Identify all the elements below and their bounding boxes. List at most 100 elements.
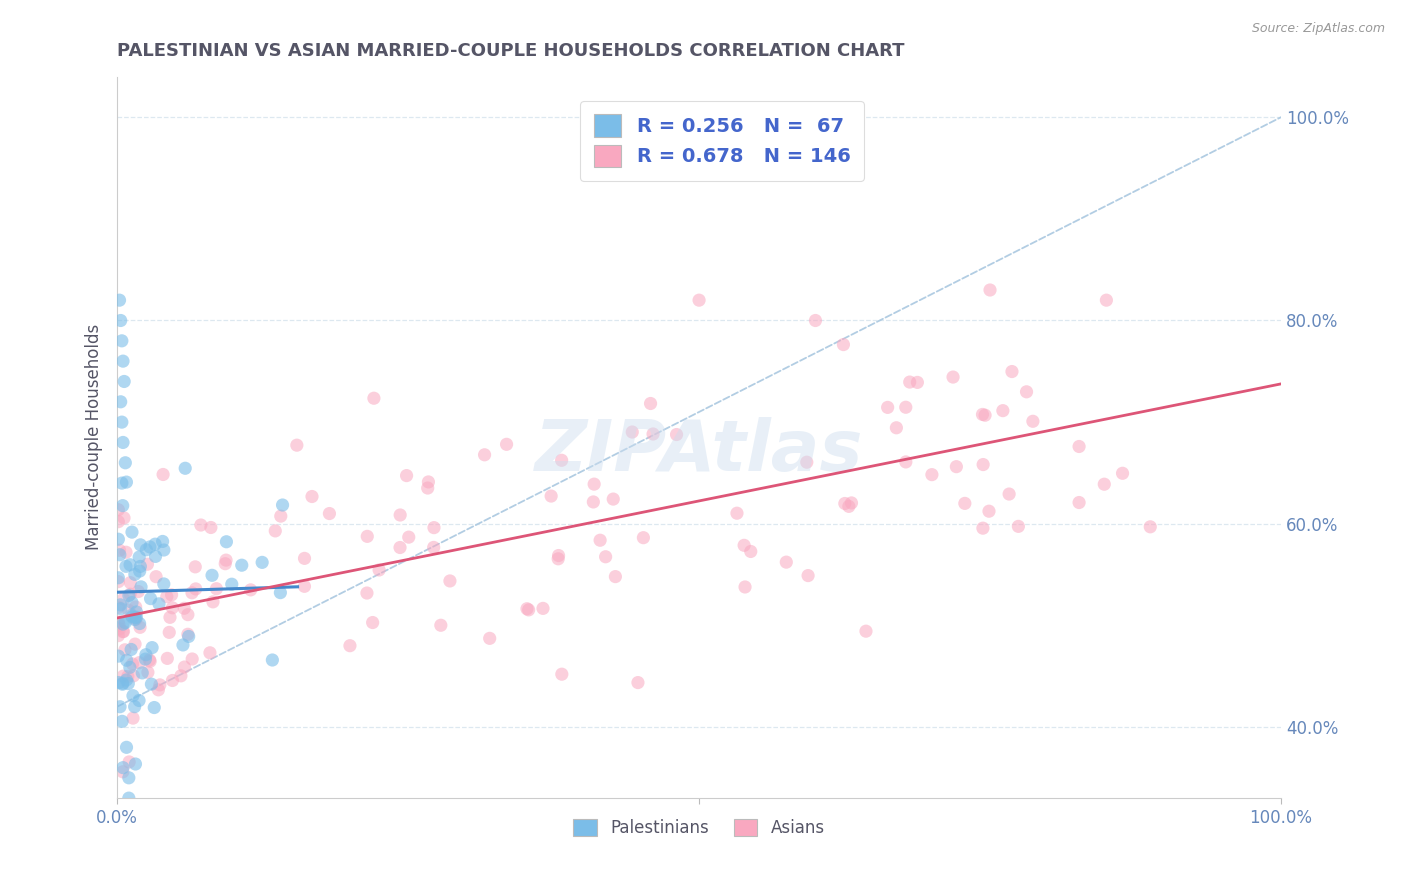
Point [775, 555, 797, 569]
Point [118, 791, 141, 805]
Point [977, 504, 1000, 518]
Point [215, 553, 238, 567]
Point [1067, 495, 1090, 509]
Text: PALESTINIAN VS ASIAN MARRIED-COUPLE HOUSEHOLDS CORRELATION CHART: PALESTINIAN VS ASIAN MARRIED-COUPLE HOUS… [117, 42, 904, 60]
Point [118, 755, 141, 769]
Point [1022, 414, 1045, 428]
Point [121, 608, 143, 623]
Point [200, 520, 222, 534]
Point [181, 652, 204, 666]
Point [177, 607, 200, 622]
Point [107, 502, 129, 516]
Point [111, 435, 134, 450]
Point [107, 615, 129, 629]
Point [160, 588, 183, 602]
Point [159, 610, 181, 624]
Point [190, 518, 212, 533]
Point [145, 549, 167, 564]
Point [688, 293, 710, 308]
Point [214, 557, 236, 571]
Point [120, 587, 142, 601]
Point [250, 555, 273, 569]
Point [153, 577, 176, 591]
Point [111, 617, 134, 632]
Point [120, 575, 142, 590]
Point [111, 476, 134, 491]
Point [149, 678, 172, 692]
Point [177, 630, 200, 644]
Point [114, 642, 136, 657]
Point [269, 585, 291, 599]
Point [121, 596, 143, 610]
Point [389, 508, 412, 522]
Point [495, 437, 517, 451]
Point [602, 492, 624, 507]
Point [398, 530, 420, 544]
Point [547, 551, 569, 566]
Point [633, 531, 655, 545]
Point [124, 610, 146, 624]
Point [112, 511, 135, 525]
Point [111, 764, 134, 779]
Point [124, 567, 146, 582]
Point [128, 616, 150, 631]
Point [665, 427, 688, 442]
Point [201, 568, 224, 582]
Point [122, 669, 145, 683]
Point [107, 571, 129, 585]
Point [162, 673, 184, 688]
Point [740, 544, 762, 558]
Text: Source: ZipAtlas.com: Source: ZipAtlas.com [1251, 22, 1385, 36]
Point [111, 499, 134, 513]
Point [129, 538, 152, 552]
Point [855, 624, 877, 639]
Point [979, 283, 1001, 297]
Point [301, 490, 323, 504]
Point [734, 580, 756, 594]
Point [107, 600, 129, 615]
Point [129, 620, 152, 634]
Point [921, 467, 943, 482]
Point [111, 354, 134, 368]
Point [589, 533, 612, 548]
Point [139, 654, 162, 668]
Point [108, 618, 131, 632]
Point [262, 653, 284, 667]
Point [111, 714, 134, 729]
Point [110, 601, 132, 615]
Point [129, 559, 152, 574]
Point [107, 629, 129, 643]
Point [145, 569, 167, 583]
Point [1067, 440, 1090, 454]
Point [205, 582, 228, 596]
Point [231, 558, 253, 573]
Legend: Palestinians, Asians: Palestinians, Asians [567, 813, 831, 844]
Point [115, 545, 138, 559]
Point [318, 507, 340, 521]
Point [157, 625, 180, 640]
Point [110, 313, 132, 327]
Point [156, 590, 179, 604]
Point [356, 586, 378, 600]
Point [136, 558, 159, 572]
Point [114, 456, 136, 470]
Point [953, 496, 976, 510]
Point [122, 711, 145, 725]
Point [162, 600, 184, 615]
Point [173, 601, 195, 615]
Point [111, 415, 134, 429]
Point [115, 673, 138, 687]
Point [595, 549, 617, 564]
Point [972, 408, 994, 422]
Point [838, 500, 860, 514]
Point [356, 529, 378, 543]
Point [540, 489, 562, 503]
Point [111, 334, 134, 348]
Point [136, 665, 159, 680]
Point [1007, 519, 1029, 533]
Point [181, 586, 204, 600]
Point [108, 548, 131, 562]
Point [1095, 293, 1118, 308]
Point [550, 453, 572, 467]
Point [108, 543, 131, 558]
